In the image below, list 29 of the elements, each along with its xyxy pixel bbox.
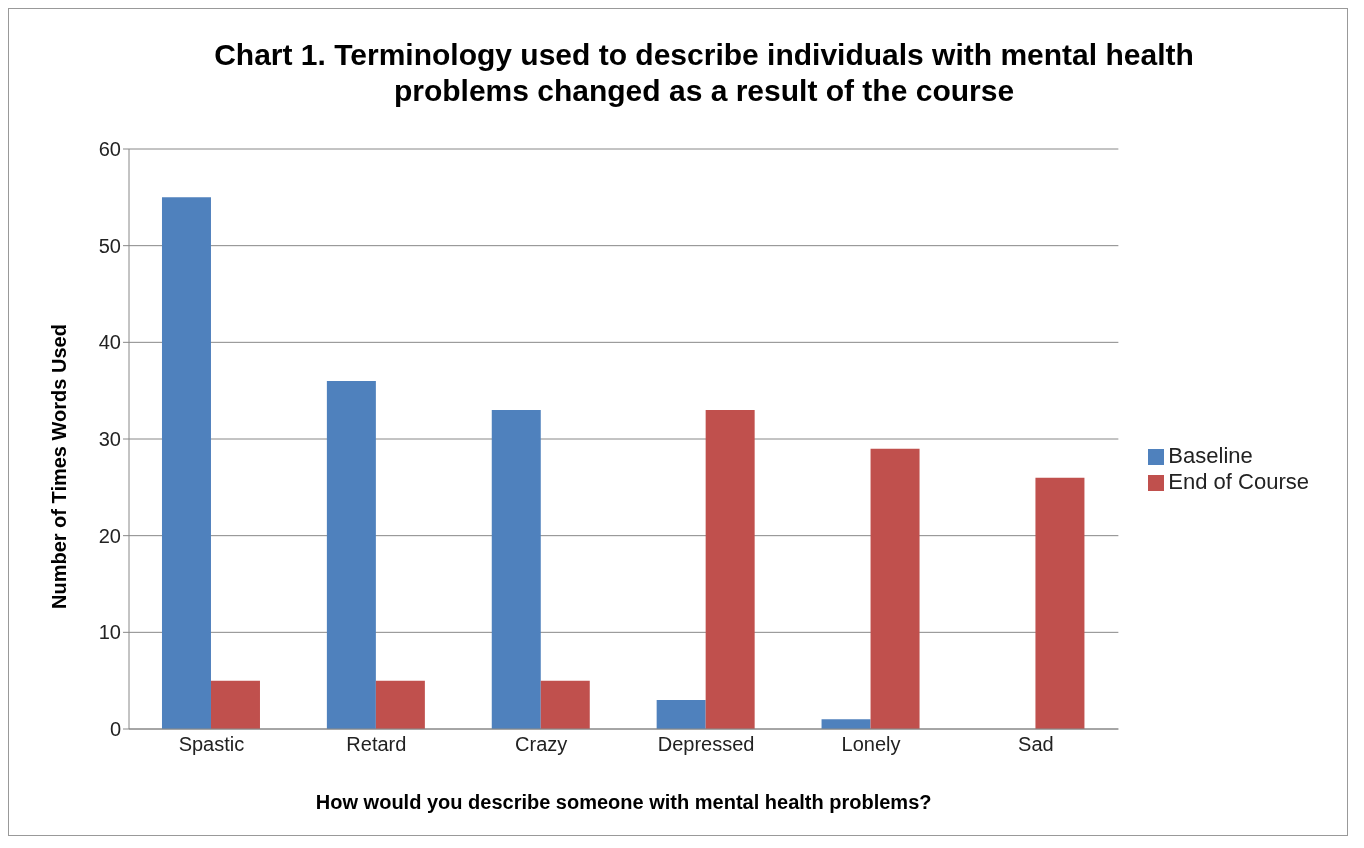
x-tick-label: Spastic bbox=[178, 733, 245, 756]
y-axis-title: Number of Times Words Used bbox=[48, 324, 71, 609]
y-tick-label: 60 bbox=[98, 138, 121, 161]
bar bbox=[821, 719, 871, 729]
bar bbox=[1035, 477, 1085, 729]
y-tick-label: 0 bbox=[109, 718, 121, 741]
bar bbox=[656, 700, 706, 729]
x-tick-label: Retard bbox=[346, 733, 407, 756]
bar bbox=[161, 197, 211, 729]
y-tick-label: 40 bbox=[98, 331, 121, 354]
x-tick-label: Crazy bbox=[515, 733, 568, 756]
x-axis-title: How would you describe someone with mental health problems? bbox=[315, 791, 932, 813]
bar bbox=[491, 410, 541, 729]
bar bbox=[326, 381, 376, 729]
y-tick-label: 50 bbox=[98, 234, 121, 257]
x-tick-label: Sad bbox=[1018, 733, 1054, 756]
bar bbox=[375, 680, 425, 729]
bar bbox=[870, 448, 920, 729]
bar bbox=[540, 680, 590, 729]
bar bbox=[705, 410, 755, 729]
y-tick-label: 30 bbox=[98, 428, 121, 451]
y-tick-label: 20 bbox=[98, 524, 121, 547]
legend-label: End of Course bbox=[1168, 469, 1309, 494]
x-tick-label: Depressed bbox=[657, 733, 755, 756]
x-tick-label: Lonely bbox=[841, 733, 901, 756]
y-tick-label: 10 bbox=[98, 621, 121, 644]
chart-title: Chart 1. Terminology used to describe individuals with mental health problems changed as a result of the course bbox=[213, 37, 1195, 109]
legend-label: Baseline bbox=[1168, 443, 1253, 468]
bar bbox=[210, 680, 260, 729]
